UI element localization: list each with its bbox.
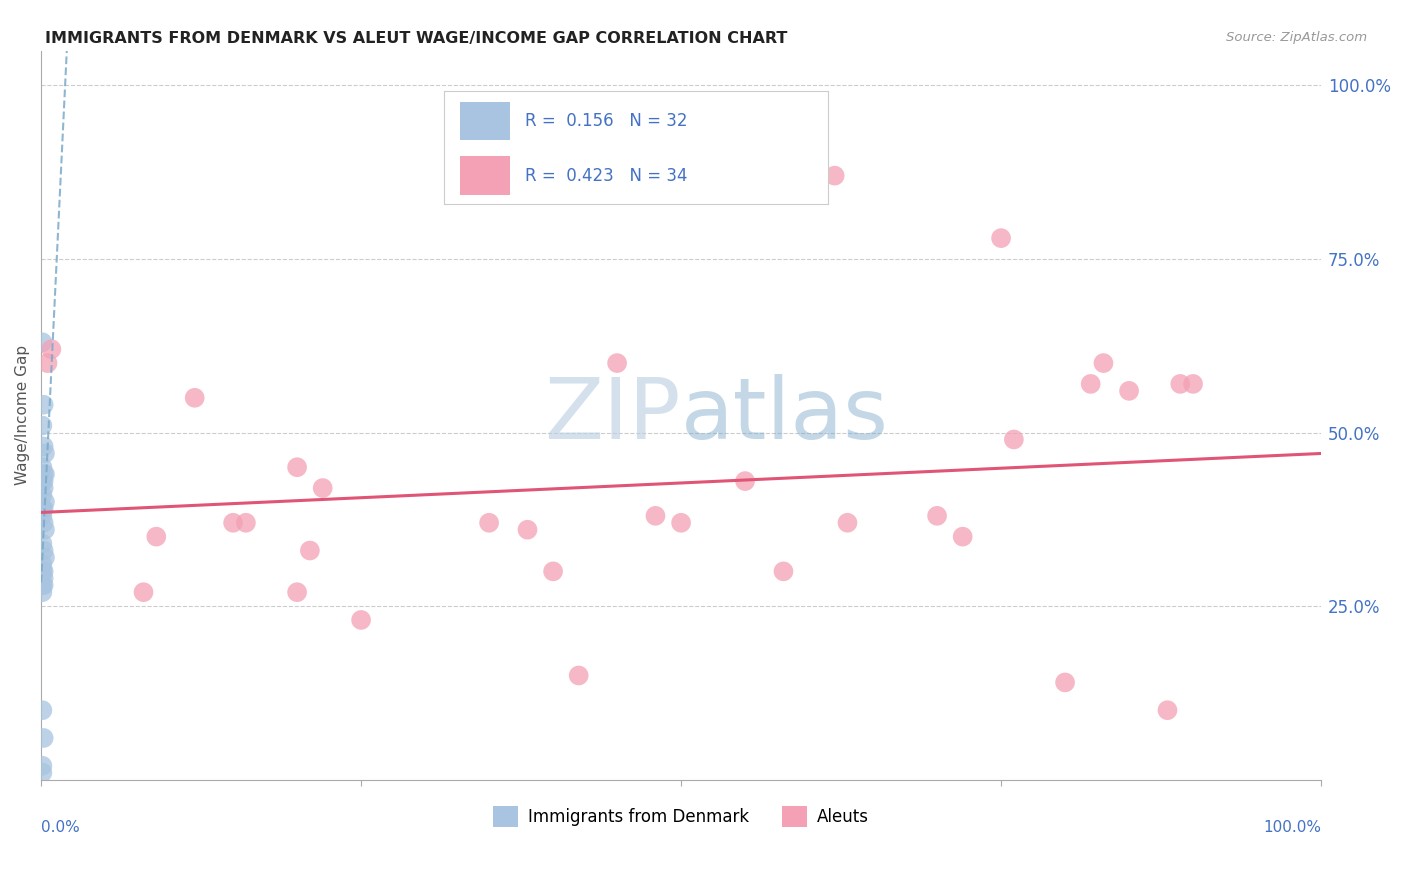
Point	[32, 731, 55, 745]
Point	[298, 543, 321, 558]
Point	[32, 467, 55, 482]
Point	[132, 585, 155, 599]
Point	[31, 460, 53, 475]
Point	[32, 398, 55, 412]
Point	[32, 481, 55, 495]
Point	[32, 474, 55, 488]
Point	[990, 231, 1012, 245]
Y-axis label: Wage/Income Gap: Wage/Income Gap	[15, 345, 30, 485]
Point	[31, 508, 53, 523]
Point	[32, 578, 55, 592]
Point	[31, 578, 53, 592]
Point	[925, 508, 948, 523]
Point	[41, 342, 63, 356]
Text: 0.0%: 0.0%	[41, 820, 80, 835]
Point	[32, 516, 55, 530]
Point	[31, 558, 53, 572]
Point	[1182, 376, 1205, 391]
Point	[31, 488, 53, 502]
Point	[34, 467, 56, 482]
Point	[1002, 433, 1025, 447]
Text: Source: ZipAtlas.com: Source: ZipAtlas.com	[1226, 31, 1367, 45]
Point	[34, 446, 56, 460]
Point	[32, 571, 55, 585]
Point	[34, 523, 56, 537]
Point	[31, 703, 53, 717]
Point	[772, 565, 794, 579]
Point	[1156, 703, 1178, 717]
Point	[31, 536, 53, 550]
Point	[350, 613, 373, 627]
Point	[1168, 376, 1191, 391]
Point	[32, 439, 55, 453]
Point	[31, 765, 53, 780]
Point	[31, 565, 53, 579]
Point	[32, 565, 55, 579]
Point	[516, 523, 538, 537]
Point	[541, 565, 564, 579]
Point	[34, 495, 56, 509]
Text: 100.0%: 100.0%	[1263, 820, 1322, 835]
Point	[568, 668, 591, 682]
Point	[824, 169, 846, 183]
Point	[183, 391, 205, 405]
Point	[32, 543, 55, 558]
Text: ZIP: ZIP	[544, 374, 681, 457]
Point	[1118, 384, 1140, 398]
Text: IMMIGRANTS FROM DENMARK VS ALEUT WAGE/INCOME GAP CORRELATION CHART: IMMIGRANTS FROM DENMARK VS ALEUT WAGE/IN…	[45, 31, 787, 46]
Point	[31, 758, 53, 772]
Legend: Immigrants from Denmark, Aleuts: Immigrants from Denmark, Aleuts	[486, 799, 876, 833]
Point	[31, 501, 53, 516]
Point	[952, 530, 974, 544]
Point	[34, 550, 56, 565]
Point	[32, 501, 55, 516]
Point	[31, 585, 53, 599]
Text: atlas: atlas	[681, 374, 889, 457]
Point	[285, 585, 308, 599]
Point	[1092, 356, 1115, 370]
Point	[1080, 376, 1102, 391]
Point	[837, 516, 859, 530]
Point	[606, 356, 628, 370]
Point	[669, 516, 692, 530]
Point	[37, 356, 59, 370]
Point	[1054, 675, 1077, 690]
Point	[235, 516, 257, 530]
Point	[644, 508, 666, 523]
Point	[478, 516, 501, 530]
Point	[31, 335, 53, 350]
Point	[145, 530, 167, 544]
Point	[285, 460, 308, 475]
Point	[31, 474, 53, 488]
Point	[31, 418, 53, 433]
Point	[222, 516, 245, 530]
Point	[734, 474, 756, 488]
Point	[312, 481, 335, 495]
